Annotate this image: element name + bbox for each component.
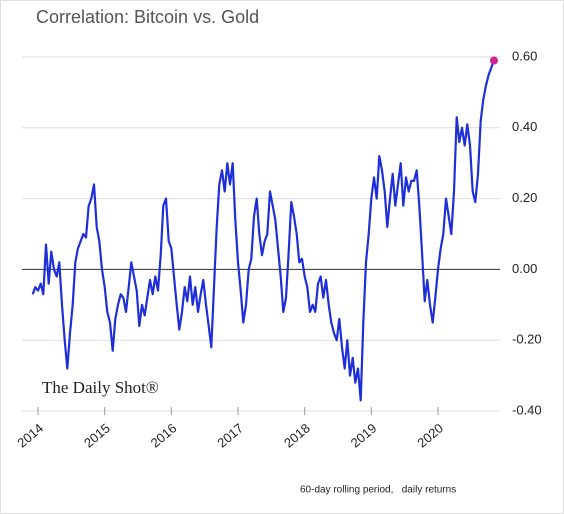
y-tick-label: 0.00	[512, 261, 537, 276]
end-marker	[490, 56, 498, 65]
y-tick-label: 0.40	[512, 119, 537, 134]
y-tick-label: -0.40	[512, 402, 542, 417]
y-tick-label: -0.20	[512, 332, 542, 347]
chart-title: Correlation: Bitcoin vs. Gold	[36, 7, 259, 27]
line	[31, 60, 496, 402]
watermark: The Daily Shot®	[42, 378, 159, 397]
note: 60-day rolling period, daily returns	[300, 485, 456, 496]
y-tick-label: 0.60	[512, 48, 537, 63]
y-tick-label: 0.20	[512, 190, 537, 205]
